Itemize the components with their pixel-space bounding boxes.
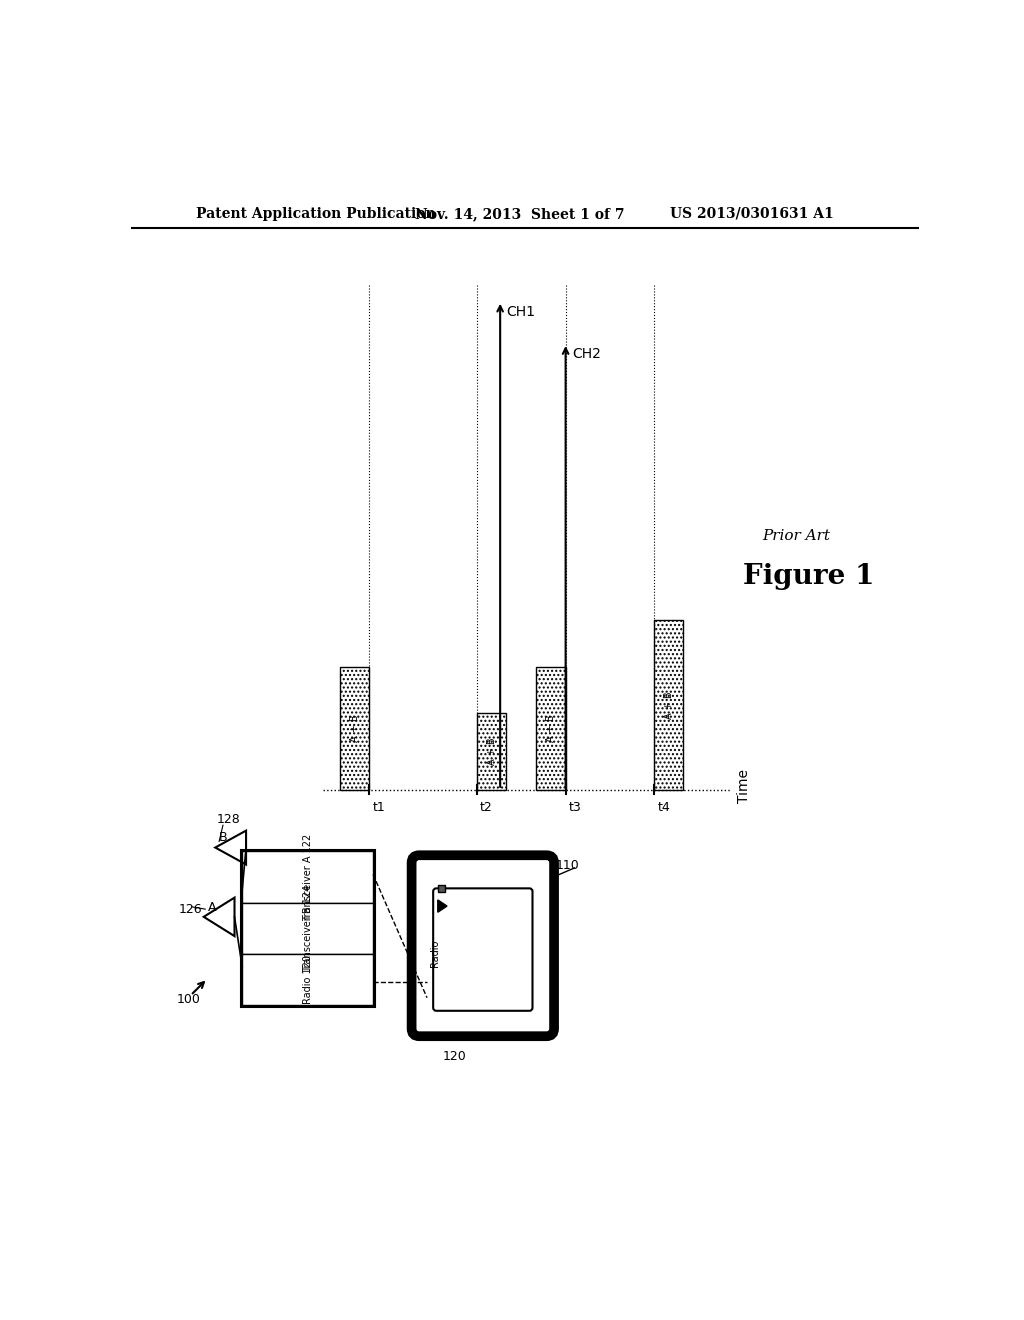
Polygon shape [438, 900, 447, 912]
Text: A: A [208, 900, 216, 913]
Bar [537, 667, 565, 789]
Text: t4: t4 [657, 801, 670, 814]
Text: US 2013/0301631 A1: US 2013/0301631 A1 [670, 207, 834, 220]
Text: A + B: A + B [546, 714, 556, 742]
Text: CH1: CH1 [506, 305, 536, 318]
Text: 128: 128 [217, 813, 241, 825]
Text: Transceiver A 122: Transceiver A 122 [303, 833, 312, 920]
FancyBboxPatch shape [433, 888, 532, 1011]
Text: 110: 110 [556, 859, 580, 873]
Text: 100: 100 [177, 993, 201, 1006]
Text: Transceiver B 124: Transceiver B 124 [303, 884, 312, 972]
Text: Radio 120: Radio 120 [303, 956, 312, 1005]
Text: 120: 120 [442, 1051, 466, 1063]
Bar [340, 667, 370, 789]
Bar [654, 620, 683, 789]
Text: Patent Application Publication: Patent Application Publication [196, 207, 435, 220]
Text: t3: t3 [568, 801, 582, 814]
Text: A + B: A + B [486, 738, 497, 766]
Text: B: B [219, 832, 227, 845]
Text: 126: 126 [178, 903, 202, 916]
Bar [477, 713, 506, 789]
Text: Time: Time [737, 770, 752, 803]
Text: Figure 1: Figure 1 [742, 562, 874, 590]
Bar [243, 851, 373, 903]
Bar [438, 884, 445, 892]
Bar [243, 954, 373, 1006]
Text: Prior Art: Prior Art [762, 529, 830, 543]
Text: t1: t1 [373, 801, 385, 814]
Bar [243, 903, 373, 954]
Bar [241, 850, 375, 1007]
Text: A + B: A + B [664, 692, 674, 719]
Text: Radio: Radio [430, 940, 440, 968]
Text: CH2: CH2 [571, 347, 601, 362]
Text: A + B: A + B [349, 714, 359, 742]
Text: Nov. 14, 2013  Sheet 1 of 7: Nov. 14, 2013 Sheet 1 of 7 [416, 207, 625, 220]
FancyBboxPatch shape [412, 855, 554, 1036]
Text: t2: t2 [480, 801, 493, 814]
